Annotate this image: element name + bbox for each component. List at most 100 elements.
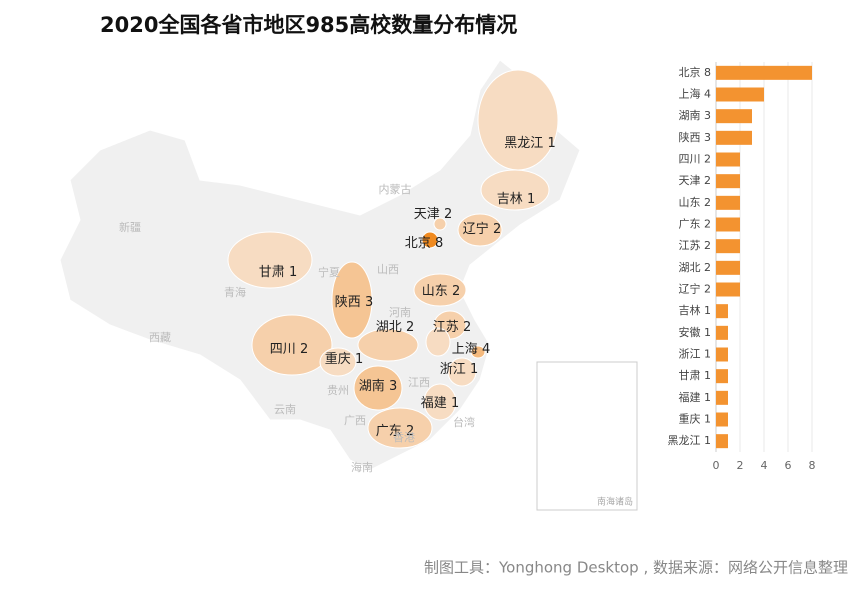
province-value: 2 bbox=[406, 424, 414, 439]
province-label: 陕西 3 bbox=[335, 295, 373, 310]
province-name: 吉林 bbox=[497, 192, 523, 207]
category-name: 北京 bbox=[679, 65, 701, 79]
province bbox=[447, 357, 477, 387]
category-name: 湖北 bbox=[679, 261, 701, 274]
region-label: 青海 bbox=[224, 285, 246, 299]
province-value: 2 bbox=[406, 320, 414, 335]
province bbox=[423, 383, 457, 421]
y-tick-label: 辽宁 2 bbox=[679, 282, 712, 296]
bar bbox=[716, 390, 728, 405]
province-value: 1 bbox=[355, 352, 363, 367]
category-name: 吉林 bbox=[679, 303, 701, 317]
category-value: 2 bbox=[704, 218, 711, 231]
y-tick-label: 吉林 1 bbox=[679, 303, 712, 317]
province-label: 湖南 3 bbox=[359, 378, 397, 394]
category-name: 陕西 bbox=[679, 130, 701, 144]
category-value: 2 bbox=[704, 153, 711, 166]
bar bbox=[716, 369, 728, 384]
category-value: 1 bbox=[704, 304, 711, 317]
province bbox=[331, 261, 373, 339]
title: 2020全国各省市地区985高校数量分布情况 bbox=[100, 13, 517, 37]
province-name: 湖北 bbox=[376, 320, 402, 335]
province bbox=[367, 407, 433, 449]
category-value: 1 bbox=[704, 391, 711, 404]
province bbox=[433, 217, 447, 231]
category-name: 浙江 bbox=[679, 348, 701, 361]
category-name: 山东 bbox=[679, 196, 701, 209]
bar bbox=[716, 325, 728, 340]
region-label: 海南 bbox=[351, 460, 373, 474]
province-value: 2 bbox=[452, 284, 460, 299]
y-tick-label: 重庆 1 bbox=[679, 412, 712, 426]
bar bbox=[716, 195, 740, 210]
y-tick-label: 上海 4 bbox=[679, 87, 712, 101]
province bbox=[480, 169, 550, 211]
region-label: 江西 bbox=[408, 376, 430, 389]
province-name: 上海 bbox=[452, 342, 478, 357]
category-value: 2 bbox=[704, 196, 711, 209]
category-name: 湖南 bbox=[679, 109, 701, 122]
region-label: 宁夏 bbox=[318, 265, 340, 279]
bar bbox=[716, 65, 812, 80]
y-tick-label: 福建 1 bbox=[679, 390, 712, 404]
category-value: 8 bbox=[704, 66, 711, 79]
y-tick-label: 湖北 2 bbox=[679, 261, 712, 274]
y-tick-label: 广东 2 bbox=[679, 218, 712, 231]
category-name: 广东 bbox=[679, 218, 701, 231]
province-value: 1 bbox=[470, 362, 478, 377]
x-tick-label: 4 bbox=[761, 459, 768, 472]
province-value: 1 bbox=[451, 396, 459, 411]
province-value: 2 bbox=[493, 222, 501, 237]
inset-label: 南海诸岛 bbox=[597, 496, 633, 508]
map: 南海诸岛 北京 8上海 4湖南 3陕西 3四川 2天津 2山东 2广东 2江苏 … bbox=[59, 59, 638, 511]
province bbox=[413, 273, 467, 307]
province-value: 1 bbox=[289, 265, 297, 280]
province bbox=[251, 314, 333, 376]
footer: 制图工具：Yonghong Desktop , 数据来源：网络公开信息整理 bbox=[424, 559, 848, 577]
bar bbox=[716, 347, 728, 362]
bar-chart: 0 2 4 6 8北京 8上海 4湖南 3陕西 3四川 2天津 2山东 2广东 2江苏 … bbox=[668, 62, 816, 472]
category-name: 四川 bbox=[679, 153, 701, 166]
bar bbox=[716, 130, 752, 145]
province-label: 江苏 2 bbox=[433, 319, 471, 335]
province-name: 浙江 bbox=[440, 362, 466, 377]
category-value: 1 bbox=[704, 369, 711, 382]
category-value: 2 bbox=[704, 283, 711, 296]
province-name: 江苏 bbox=[433, 319, 459, 335]
inset-frame bbox=[536, 361, 638, 511]
province-value: 1 bbox=[547, 136, 555, 151]
bar bbox=[716, 152, 740, 167]
y-tick-label: 安徽 1 bbox=[679, 325, 712, 339]
x-tick-label: 0 bbox=[713, 459, 720, 472]
province-value: 2 bbox=[463, 320, 471, 335]
province-label: 天津 2 bbox=[414, 207, 452, 222]
province bbox=[457, 213, 503, 247]
y-tick-label: 陕西 3 bbox=[679, 130, 712, 144]
y-tick-label: 甘肃 1 bbox=[679, 369, 712, 382]
province bbox=[421, 231, 439, 249]
y-tick-label: 北京 8 bbox=[679, 65, 712, 79]
province-label: 广东 2 bbox=[376, 424, 414, 439]
y-tick-label: 天津 2 bbox=[679, 174, 712, 187]
x-tick-label: 6 bbox=[785, 459, 792, 472]
province-label: 湖北 2 bbox=[376, 320, 414, 335]
province-label: 福建 1 bbox=[421, 396, 459, 411]
province bbox=[425, 327, 451, 357]
province bbox=[319, 347, 357, 377]
bar bbox=[716, 217, 740, 232]
province-value: 2 bbox=[444, 207, 452, 222]
category-value: 2 bbox=[704, 261, 711, 274]
category-name: 上海 bbox=[679, 87, 701, 101]
province-label: 重庆 1 bbox=[325, 351, 363, 367]
category-name: 黑龙江 bbox=[668, 434, 701, 447]
province bbox=[357, 328, 419, 362]
y-tick-label: 江苏 2 bbox=[679, 239, 712, 252]
province-name: 甘肃 bbox=[259, 265, 285, 280]
y-tick-label: 浙江 1 bbox=[679, 348, 712, 361]
province-name: 北京 bbox=[405, 236, 431, 251]
province-name: 山东 bbox=[422, 284, 448, 299]
province-name: 广东 bbox=[376, 424, 402, 439]
province-name: 湖南 bbox=[359, 378, 385, 394]
y-tick-label: 湖南 3 bbox=[679, 109, 712, 122]
